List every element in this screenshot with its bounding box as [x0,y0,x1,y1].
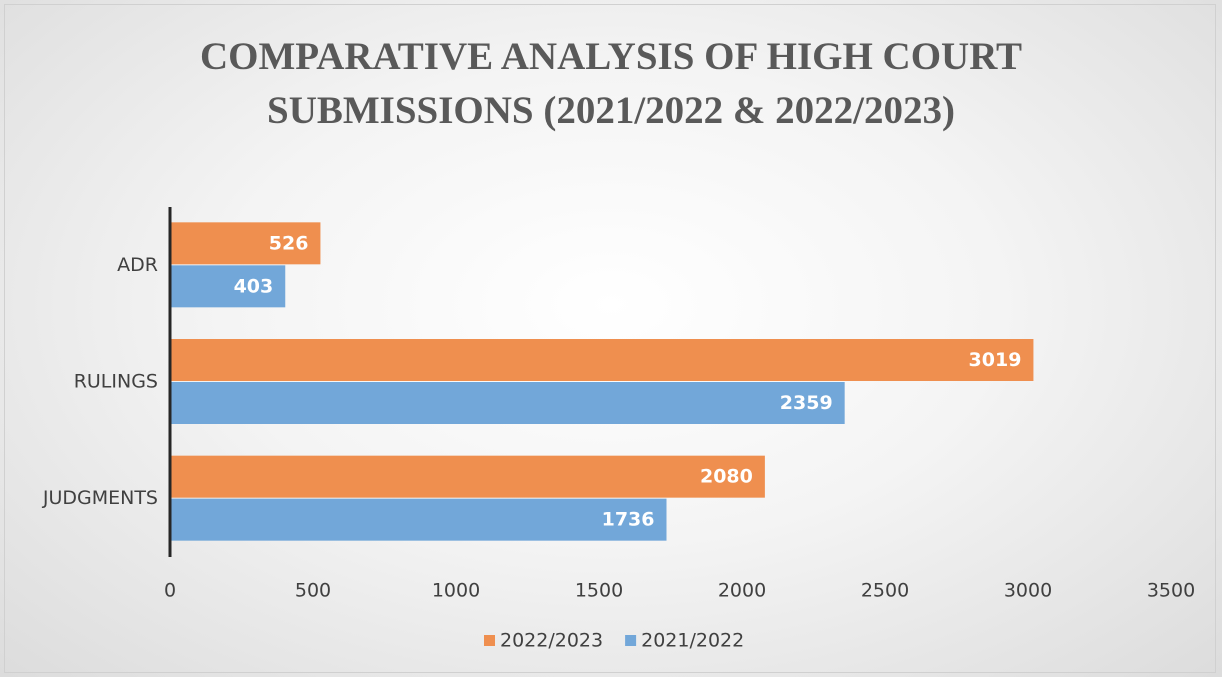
legend-label: 2022/2023 [500,630,603,652]
x-tick-label: 2500 [861,580,909,602]
data-label: 3019 [969,349,1022,371]
x-tick-label: 2000 [718,580,766,602]
x-tick-label: 3500 [1147,580,1195,602]
legend-label: 2021/2022 [641,630,744,652]
x-tick-label: 1000 [432,580,480,602]
x-tick-label: 500 [295,580,331,602]
data-label: 1736 [602,509,655,531]
bar [170,455,765,498]
y-tick-label: RULINGS [74,371,158,393]
bar [170,498,667,541]
x-tick-label: 3000 [1004,580,1052,602]
data-label: 526 [269,232,309,254]
x-tick-label: 0 [164,580,176,602]
bar [170,222,321,265]
data-label: 403 [234,275,274,297]
y-tick-label: JUDGMENTS [42,487,158,509]
legend-swatch [484,635,495,646]
legend-swatch [625,635,637,646]
data-label: 2080 [700,466,753,488]
bar [170,382,845,424]
y-tick-label: ADR [117,254,158,276]
bar [170,339,1034,381]
chart-title: COMPARATIVE ANALYSIS OF HIGH COURT SUBMI… [199,35,1023,132]
bar [170,265,286,308]
chart-border [4,4,1216,673]
x-tick-label: 1500 [575,580,623,602]
data-label: 2359 [780,392,833,414]
